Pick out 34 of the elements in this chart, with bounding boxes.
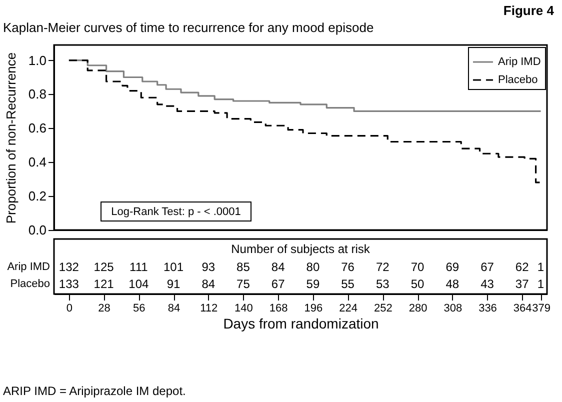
text: 133 121 104 91 84 75 67 59 55 53 50 48 43 37 1 — [58, 277, 544, 291]
x-tick-label: 84 — [168, 302, 180, 314]
y-tick-label: 0.6 — [28, 120, 46, 136]
x-tick-label: 112 — [200, 302, 218, 314]
text: ARIP IMD = Aripiprazole IM depot. — [3, 384, 186, 398]
y-tick-label: 0.4 — [28, 154, 46, 170]
x-tick-label: 252 — [374, 302, 392, 314]
x-tick-label: 336 — [478, 302, 497, 314]
legend-label: Placebo — [498, 74, 538, 86]
x-tick-label: 168 — [269, 302, 288, 314]
x-tick-label: 196 — [304, 302, 323, 314]
text: Number of subjects at risk — [231, 242, 371, 256]
chart-title: Figure 4 — [503, 3, 554, 18]
y-tick-label: 0.0 — [28, 222, 46, 238]
legend-label: Arip IMD — [498, 56, 541, 68]
text: Placebo — [10, 278, 50, 290]
text: Arip IMD — [7, 261, 50, 273]
annotation: Log-Rank Test: p - < .0001 — [111, 206, 241, 218]
y-tick-label: 1.0 — [28, 52, 46, 68]
x-tick-label: 280 — [408, 302, 428, 314]
text: 132 125 111 101 93 85 84 80 76 72 70 69 67 62 1 — [58, 260, 544, 274]
x-tick-label: 56 — [133, 302, 146, 314]
x-tick-label: 224 — [339, 302, 358, 314]
x-tick-label: 364 — [513, 302, 532, 314]
x-tick-label: 140 — [234, 302, 253, 314]
chart-subtitle: Kaplan-Meier curves of time to recurrence for any mood episode — [3, 20, 374, 35]
x-tick-label: 28 — [98, 302, 110, 314]
x-axis-title: Days from randomization — [223, 316, 379, 332]
x-tick-label: 0 — [66, 302, 72, 314]
y-axis-title: Proportion of non-Recurrence — [3, 52, 18, 224]
y-tick-label: 0.2 — [28, 188, 46, 204]
x-tick-label: 308 — [444, 302, 462, 314]
y-tick-label: 0.8 — [28, 86, 46, 102]
x-tick-label: 379 — [532, 302, 550, 314]
